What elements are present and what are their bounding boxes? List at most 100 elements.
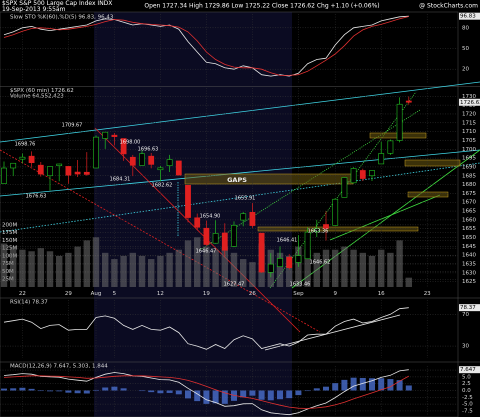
last-value: 1726.62 (460, 100, 480, 106)
y-tick-label: 1730 (462, 94, 476, 100)
histogram-bar (240, 390, 247, 398)
candle-body (19, 156, 26, 160)
candle-body (111, 134, 118, 137)
candle-body (258, 232, 265, 273)
candle-body (332, 198, 339, 226)
volume-bar (74, 246, 81, 287)
x-tick-label: 23 (424, 291, 431, 297)
y-tick-label: 20 (462, 67, 469, 73)
candle-body (286, 256, 293, 268)
volume-bar (184, 240, 192, 287)
y-tick-label: 75M (2, 261, 14, 267)
panel-title: RSI(14) 78.37 (10, 300, 48, 306)
volume-bar (92, 237, 100, 287)
volume-bar (194, 237, 201, 287)
y-tick-label: 1635 (462, 262, 476, 268)
volume-bar (276, 252, 284, 287)
volume-bar (120, 255, 127, 287)
histogram-bar (148, 390, 155, 393)
date: 19-Sep-2013 9:55am (2, 6, 66, 13)
y-tick-label: 125M (2, 246, 17, 252)
histogram-bar (359, 377, 366, 391)
y-tick-label: 1660 (462, 217, 476, 223)
histogram-bar (313, 388, 320, 391)
series-line (3, 307, 409, 350)
y-tick-label: 1645 (462, 244, 476, 250)
last-value-box (459, 366, 480, 374)
y-tick-label: 1670 (462, 200, 476, 206)
y-tick-label: 50 (462, 46, 469, 52)
candle-body (240, 213, 247, 221)
volume-bar (65, 252, 72, 287)
candle-body (74, 171, 81, 175)
volume-bar (286, 255, 293, 287)
histogram-bar (83, 390, 90, 394)
volume-bar (396, 240, 403, 287)
annotation: 1696.63 (138, 147, 159, 153)
y-tick-label: 150M (2, 238, 17, 244)
y-tick-label: 25M (2, 277, 14, 283)
y-tick-label: 1665 (462, 209, 476, 215)
last-value-box (459, 12, 480, 20)
histogram-bar (286, 390, 293, 399)
histogram-bar (102, 387, 109, 391)
annotation: 1646.41 (277, 238, 298, 244)
annotation: 1698.76 (15, 142, 36, 148)
histogram-bar (74, 390, 81, 394)
volume-bar (221, 246, 228, 287)
annotation: 1684.31 (110, 177, 131, 183)
volume-bar (111, 259, 118, 287)
histogram-bar (157, 390, 164, 394)
histogram-bar (19, 387, 26, 391)
candle-body (56, 163, 63, 166)
legend-entry: Volume 64,552,423 (10, 94, 64, 100)
candle-body (387, 140, 394, 154)
histogram-bar (341, 379, 348, 391)
y-tick-label: 1695 (462, 156, 476, 162)
candle-body (194, 217, 201, 228)
candle-body (102, 131, 109, 139)
candle-body (369, 170, 375, 177)
y-tick-label: 1710 (462, 129, 476, 135)
y-tick-label: 1685 (462, 173, 476, 179)
annotation: 1676.63 (26, 194, 47, 200)
volume-bar (387, 252, 394, 287)
source: @ StockCharts.com (419, 3, 478, 10)
y-tick-label: 1705 (462, 138, 476, 144)
candle-body (212, 233, 219, 244)
volume-bar (378, 249, 385, 287)
histogram-bar (369, 378, 375, 391)
histogram-bar (139, 390, 145, 392)
volume-bar (322, 249, 330, 287)
volume-bar (304, 249, 311, 287)
y-tick-label: 1640 (462, 253, 476, 259)
candle-body (277, 258, 283, 267)
histogram-bar (111, 386, 118, 391)
volume-bar (203, 246, 210, 287)
y-tick-label: 100M (2, 253, 17, 259)
histogram-bar (277, 390, 283, 400)
candle-body (83, 171, 90, 175)
candle-body (231, 224, 237, 247)
candle-body (93, 136, 99, 169)
y-tick-label: 80 (462, 25, 469, 31)
histogram-bar (323, 386, 329, 391)
y-tick-label: 2.5 (462, 381, 471, 387)
y-tick-label: 1715 (462, 120, 476, 126)
histogram-bar (396, 380, 403, 391)
y-tick-label: 175M (2, 230, 17, 236)
candle-body (175, 160, 182, 176)
candle-body (295, 255, 302, 263)
y-tick-label: 1655 (462, 226, 476, 232)
x-tick-label: 22 (19, 291, 26, 297)
x-tick-label: Sep (293, 291, 304, 297)
volume-bar (148, 259, 155, 287)
y-tick-label: 50M (2, 269, 14, 275)
histogram-bar (47, 390, 53, 392)
volume-bar (249, 262, 256, 287)
volume-bar (405, 277, 412, 287)
volume-bar (102, 252, 109, 287)
candle-body (148, 155, 155, 165)
histogram-bar (1, 388, 7, 391)
candle-body (120, 138, 127, 155)
